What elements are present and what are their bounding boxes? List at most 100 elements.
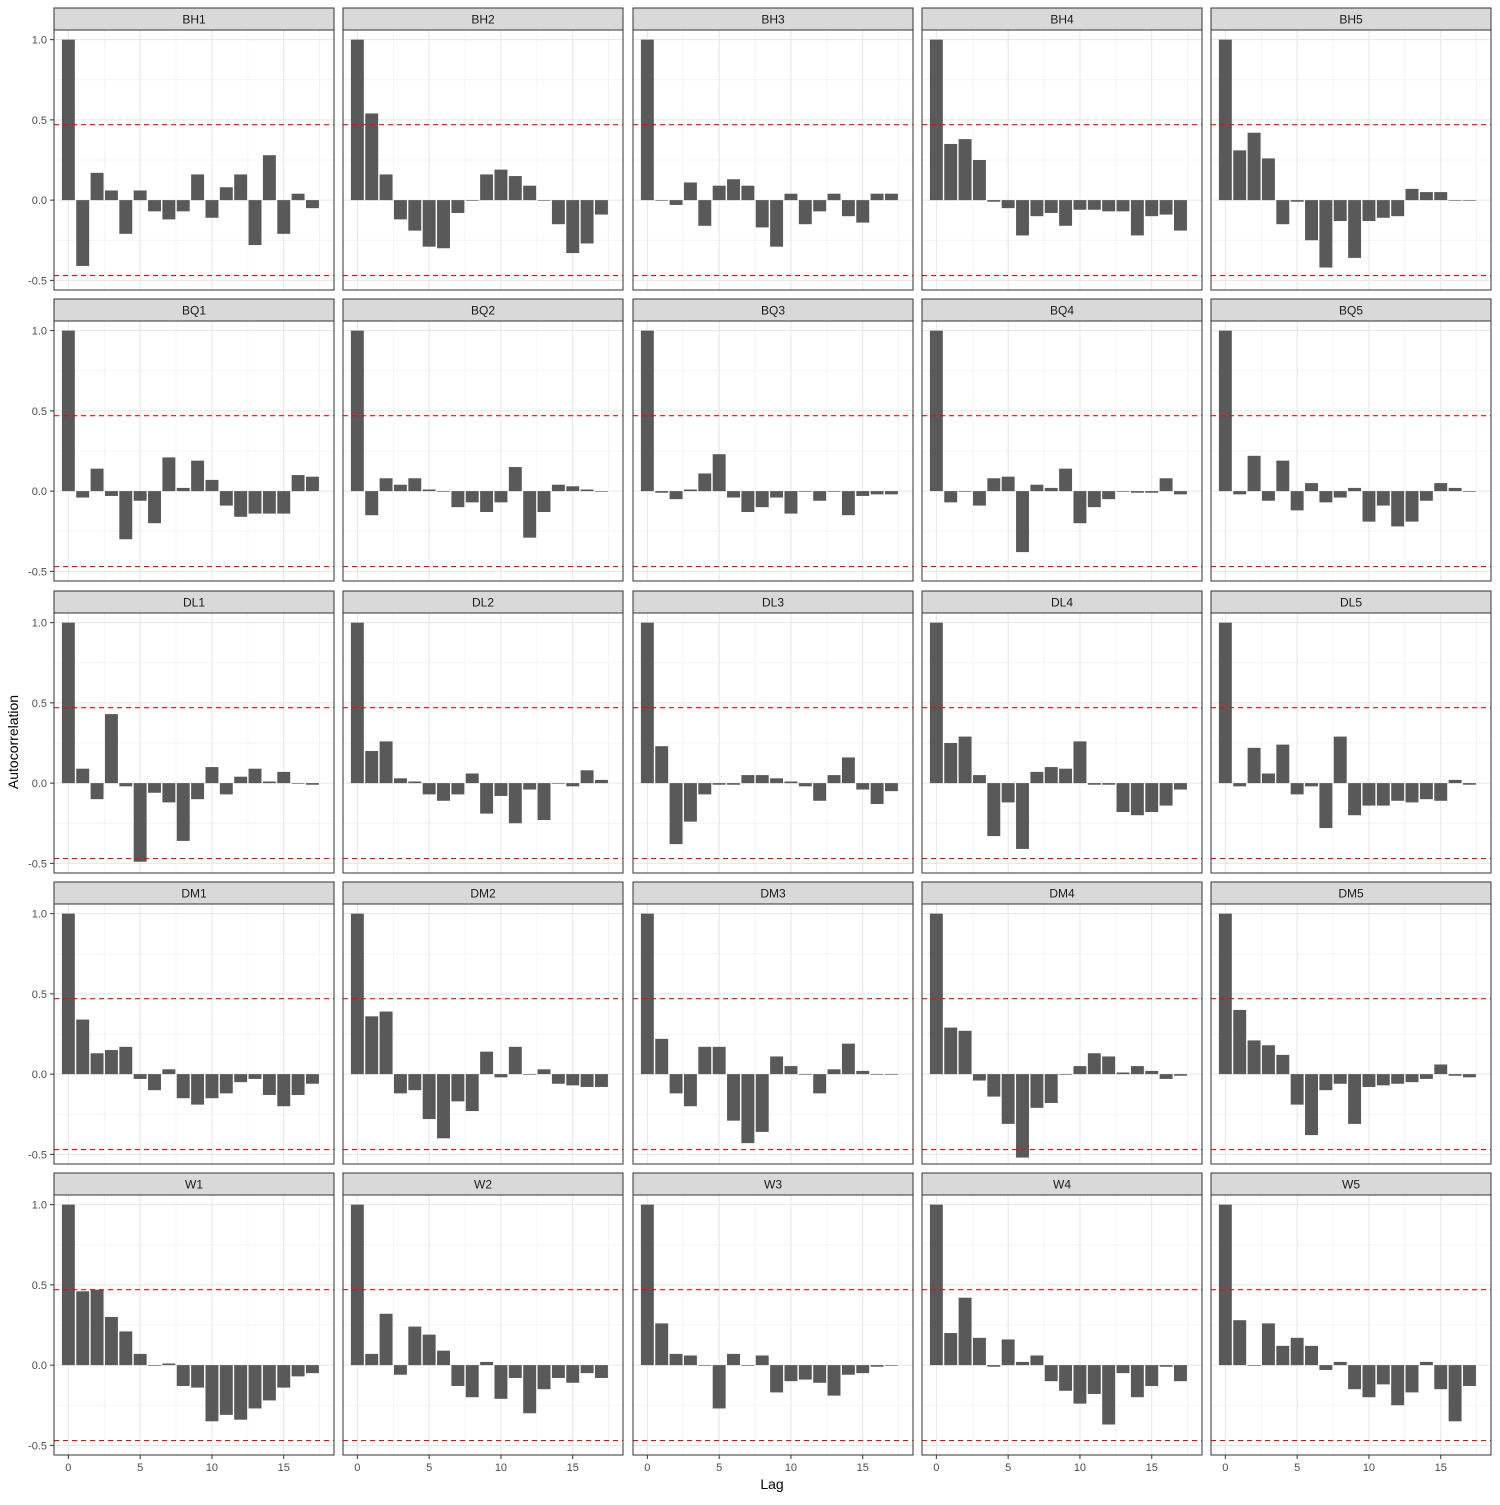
y-tick-label: 0.0: [32, 195, 47, 207]
acf-bar: [191, 174, 205, 201]
acf-bar: [262, 491, 276, 514]
acf-bar: [566, 783, 580, 787]
y-tick-label: -0.5: [28, 566, 47, 578]
acf-bar: [148, 1074, 161, 1091]
acf-bar: [1362, 200, 1376, 221]
panel-border: [632, 29, 914, 291]
acf-bar: [133, 1074, 147, 1079]
acf-bar: [133, 491, 147, 501]
acf-bar: [1233, 783, 1247, 787]
panel-border: [632, 903, 914, 1165]
x-tick-label: 5: [1294, 1462, 1300, 1474]
acf-bar: [1305, 1345, 1318, 1366]
panel-bh1: BH1 -0.5 0.0 0.5 1.0: [28, 7, 335, 291]
acf-bar: [1448, 779, 1462, 784]
strip-label: BQ2: [471, 304, 495, 318]
acf-bar: [1319, 783, 1333, 829]
x-tick-label: 10: [1363, 1462, 1375, 1474]
y-tick-label: 0.0: [32, 486, 47, 498]
x-tick-label: 10: [1074, 1462, 1086, 1474]
acf-bar: [813, 1365, 827, 1383]
acf-bar: [148, 1365, 161, 1366]
acf-bar: [365, 1016, 379, 1075]
acf-bar: [683, 783, 697, 822]
acf-bar: [1174, 200, 1187, 231]
acf-bar: [1276, 1054, 1290, 1075]
acf-bar: [655, 491, 669, 493]
acf-bar: [1376, 200, 1390, 218]
acf-bar: [1463, 1365, 1476, 1386]
acf-bar: [1448, 487, 1462, 492]
acf-bar: [1116, 491, 1130, 492]
x-tick-label: 15: [857, 1462, 869, 1474]
acf-bar: [813, 783, 827, 801]
x-axis-title: Lag: [760, 1476, 783, 1492]
acf-bar: [90, 1289, 104, 1366]
acf-bar: [176, 487, 190, 492]
acf-bar: [987, 1365, 1001, 1367]
acf-bar: [119, 200, 133, 234]
y-axis-title: Autocorrelation: [5, 695, 21, 789]
acf-bar: [1044, 767, 1058, 784]
acf-bar: [291, 1365, 305, 1377]
acf-bar: [1419, 491, 1433, 501]
acf-bar: [1159, 478, 1173, 492]
acf-bar: [508, 783, 522, 824]
acf-bar: [827, 1069, 841, 1075]
strip-label: DL3: [762, 596, 784, 610]
acf-bar: [234, 174, 248, 201]
acf-bar: [987, 478, 1001, 492]
acf-bar: [640, 1204, 654, 1366]
panel-border: [921, 612, 1203, 874]
acf-bar: [537, 491, 551, 512]
acf-bar: [365, 113, 379, 201]
acf-bar: [580, 770, 594, 784]
acf-bar: [104, 1316, 118, 1366]
acf-bar: [1362, 1365, 1376, 1398]
acf-bar: [1159, 1074, 1173, 1079]
acf-bar: [595, 491, 608, 492]
acf-bar: [393, 1365, 407, 1375]
acf-bar: [1233, 150, 1247, 201]
acf-bar: [944, 491, 958, 503]
acf-bar: [1145, 783, 1159, 813]
x-tick-label: 15: [278, 1462, 290, 1474]
acf-bar: [841, 1043, 855, 1075]
strip-label: BH3: [761, 13, 785, 27]
y-tick-label: 1.0: [32, 909, 47, 921]
acf-bar: [1159, 200, 1173, 215]
acf-bar: [770, 491, 784, 498]
acf-bar: [191, 1074, 205, 1105]
panel-border: [1210, 320, 1492, 582]
acf-bar: [162, 1069, 176, 1075]
acf-bar: [148, 783, 161, 793]
acf-bar: [958, 491, 972, 492]
acf-bar: [437, 491, 450, 492]
acf-bar: [76, 768, 90, 784]
x-tick-label: 0: [933, 1462, 939, 1474]
acf-bar: [813, 491, 827, 501]
x-tick-label: 15: [1435, 1462, 1447, 1474]
acf-bar: [1276, 1345, 1290, 1366]
acf-bar: [508, 467, 522, 492]
acf-bar: [537, 1069, 551, 1075]
panel-dm5: DM5: [1210, 881, 1492, 1165]
acf-bar: [944, 1027, 958, 1075]
acf-bar: [1348, 487, 1362, 492]
acf-bar: [841, 1365, 855, 1375]
acf-bar: [958, 1297, 972, 1366]
acf-bar: [133, 190, 147, 201]
acf-bar: [1145, 491, 1159, 493]
acf-bar: [350, 1204, 364, 1366]
acf-bar: [537, 783, 551, 821]
acf-bar: [537, 200, 551, 201]
acf-bar: [741, 185, 755, 201]
acf-bar: [1305, 1074, 1318, 1136]
acf-bar: [669, 1074, 683, 1094]
acf-bar: [1218, 1204, 1232, 1366]
acf-bar: [580, 1074, 594, 1087]
acf-bar: [1016, 1361, 1029, 1366]
acf-bar: [972, 775, 986, 784]
acf-bar: [248, 491, 262, 514]
